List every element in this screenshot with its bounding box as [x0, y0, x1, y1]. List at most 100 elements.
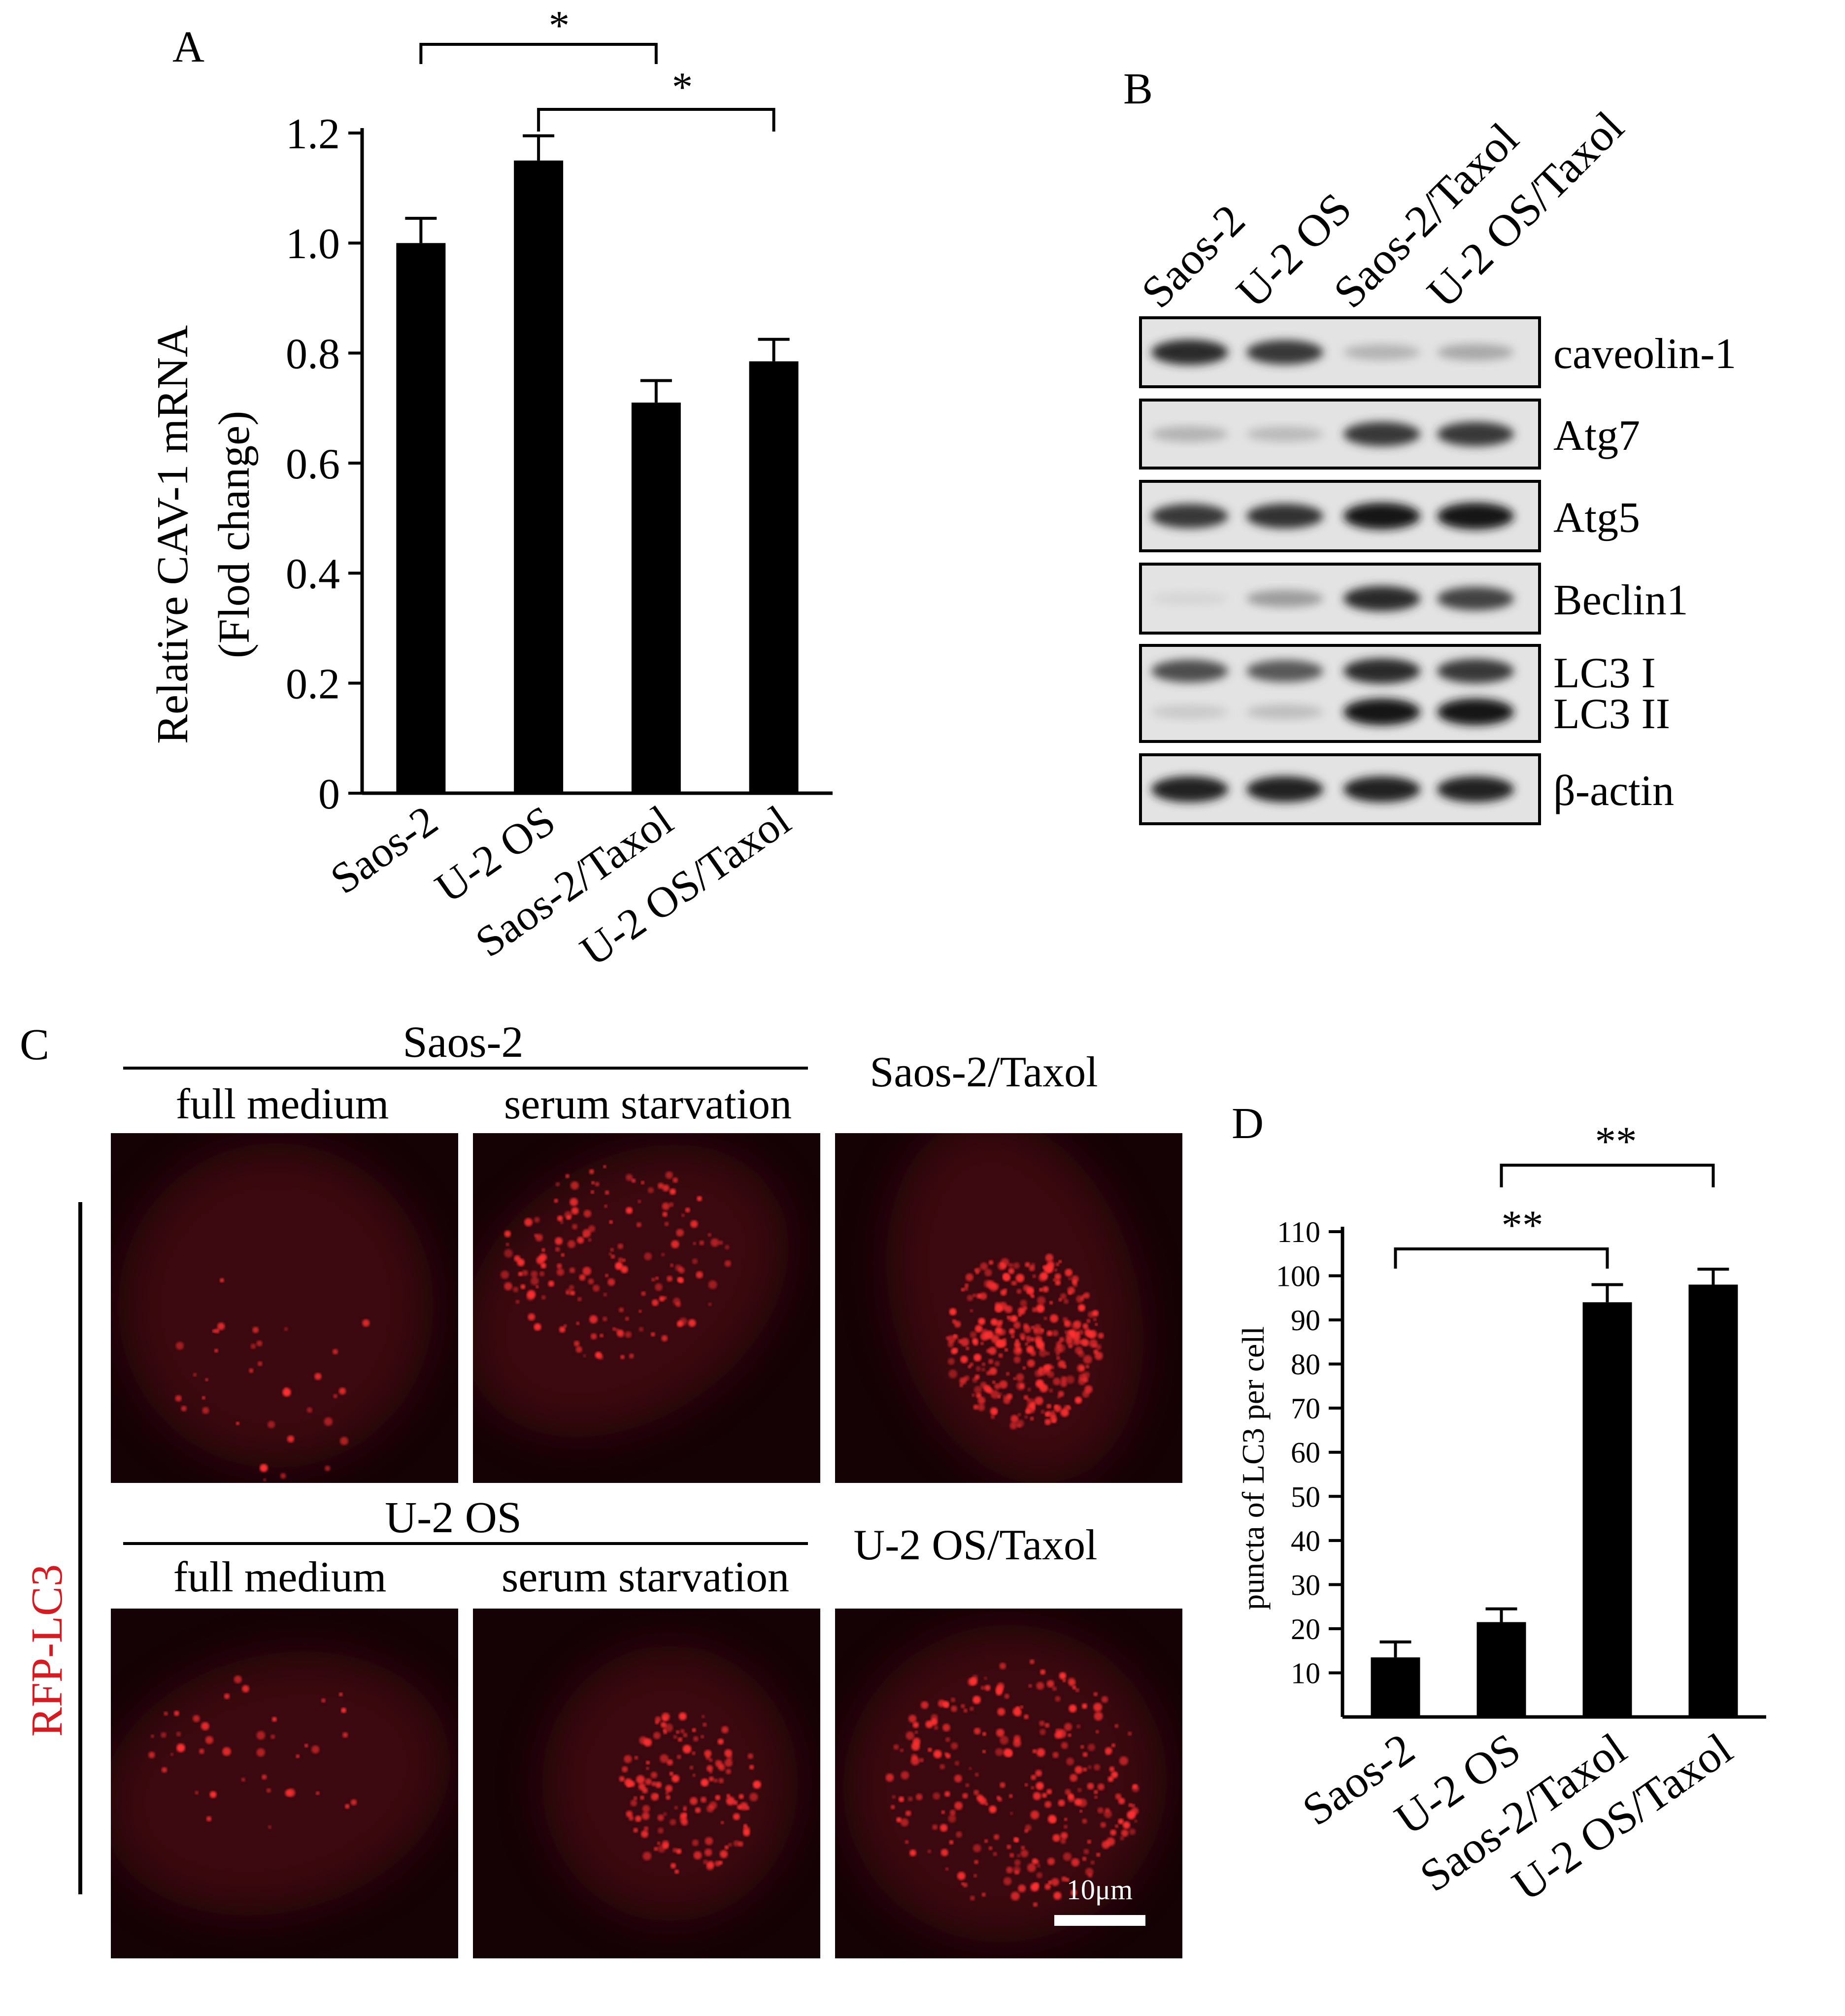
puncta [682, 1745, 692, 1753]
puncta [981, 1892, 986, 1897]
puncta [961, 1288, 965, 1292]
puncta [536, 1285, 539, 1288]
puncta [982, 1749, 986, 1753]
puncta [664, 1723, 673, 1732]
puncta [626, 1207, 633, 1214]
puncta [671, 1775, 679, 1782]
puncta [665, 1171, 673, 1179]
puncta [268, 1825, 271, 1829]
puncta [1052, 1834, 1061, 1842]
puncta [1074, 1798, 1082, 1806]
puncta [942, 1723, 950, 1732]
puncta [708, 1280, 717, 1289]
puncta [1102, 1841, 1110, 1849]
puncta [1094, 1351, 1103, 1360]
puncta [690, 1797, 698, 1805]
puncta [967, 1295, 973, 1301]
puncta [733, 1800, 738, 1805]
cell-body [118, 1143, 434, 1468]
puncta [1017, 1412, 1021, 1416]
puncta [1027, 1359, 1035, 1368]
col-u2os-taxol: U-2 OS/Taxol [854, 1521, 1098, 1569]
puncta [526, 1293, 534, 1301]
puncta [701, 1779, 709, 1787]
puncta [1036, 1872, 1043, 1879]
puncta [176, 1744, 185, 1752]
puncta [655, 1781, 662, 1788]
puncta [655, 1283, 663, 1291]
puncta [175, 1395, 182, 1402]
puncta [1054, 1268, 1058, 1272]
puncta [1060, 1408, 1069, 1417]
puncta [314, 1373, 322, 1380]
puncta [972, 1377, 978, 1383]
puncta [1035, 1770, 1042, 1777]
puncta [659, 1296, 665, 1302]
puncta [692, 1728, 696, 1732]
puncta [988, 1359, 994, 1364]
puncta [641, 1830, 648, 1838]
puncta [175, 1342, 184, 1350]
band-lc3-ii [1246, 704, 1323, 720]
puncta [1079, 1810, 1083, 1813]
puncta [949, 1810, 956, 1816]
puncta [1052, 1686, 1057, 1691]
puncta [1118, 1797, 1125, 1805]
puncta [717, 1738, 724, 1745]
puncta [1063, 1852, 1072, 1861]
puncta [906, 1731, 914, 1740]
puncta [579, 1274, 586, 1281]
puncta [205, 1378, 208, 1381]
puncta [256, 1748, 265, 1757]
puncta [504, 1282, 512, 1291]
puncta [676, 1730, 680, 1734]
puncta [1064, 1723, 1073, 1731]
puncta [1127, 1811, 1136, 1819]
puncta [570, 1181, 579, 1190]
puncta [1128, 1803, 1133, 1807]
puncta [607, 1278, 615, 1286]
puncta [976, 1293, 982, 1299]
puncta [994, 1834, 1000, 1840]
puncta [1066, 1375, 1074, 1384]
puncta [1012, 1280, 1017, 1286]
puncta [654, 1847, 658, 1851]
chart-a-significance-bracket [537, 108, 775, 132]
puncta [266, 1788, 271, 1793]
puncta [972, 1338, 978, 1344]
puncta [582, 1267, 591, 1276]
puncta [665, 1784, 673, 1792]
puncta [973, 1404, 978, 1410]
puncta [1060, 1380, 1067, 1387]
puncta [311, 1745, 320, 1754]
chart-d-bar [1371, 1657, 1420, 1717]
puncta [704, 1749, 712, 1757]
puncta [217, 1322, 225, 1330]
puncta [661, 1335, 668, 1342]
puncta [697, 1196, 702, 1202]
chart-d-ytick-label: 30 [1291, 1569, 1320, 1601]
puncta [1105, 1808, 1110, 1813]
puncta [704, 1837, 713, 1846]
puncta [1062, 1679, 1066, 1682]
puncta [1013, 1346, 1022, 1355]
puncta [1068, 1277, 1072, 1280]
chart-a-ylabel-line2: (Flod change) [210, 411, 259, 658]
puncta [1040, 1729, 1046, 1735]
puncta [633, 1796, 637, 1800]
puncta [1044, 1883, 1051, 1890]
puncta [655, 1716, 661, 1723]
puncta [1076, 1295, 1084, 1303]
puncta [1092, 1344, 1097, 1348]
puncta [692, 1839, 699, 1847]
puncta [640, 1795, 644, 1800]
puncta [1026, 1345, 1034, 1353]
chart-a-ytick-label: 0.8 [286, 330, 340, 378]
puncta [338, 1387, 346, 1395]
puncta [664, 1221, 669, 1226]
puncta [1025, 1336, 1031, 1341]
puncta [1046, 1330, 1053, 1337]
puncta [994, 1361, 1000, 1367]
puncta [704, 1848, 712, 1856]
puncta [630, 1799, 637, 1807]
